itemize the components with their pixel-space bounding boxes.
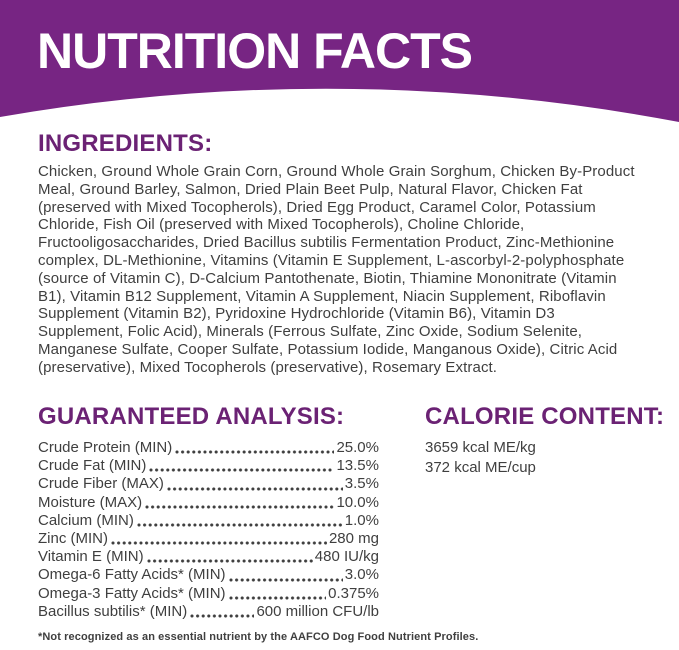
header-band: NUTRITION FACTS (0, 0, 679, 130)
header-curve (0, 0, 679, 122)
analysis-label: Crude Protein (MIN) (38, 439, 173, 456)
ingredients-heading: INGREDIENTS: (38, 130, 213, 157)
dot-leader (227, 584, 327, 603)
analysis-value: 600 million CFU/lb (256, 602, 379, 620)
table-row: Calcium (MIN) 1.0% (38, 511, 379, 531)
analysis-value: 3.0% (344, 566, 379, 584)
analysis-label: Calcium (MIN) (38, 511, 134, 529)
dot-leader (135, 512, 343, 531)
analysis-value: 13.5% (336, 457, 379, 475)
guaranteed-analysis-heading: GUARANTEED ANALYSIS: (38, 403, 345, 430)
calorie-content-values: 3659 kcal ME/kg 372 kcal ME/cup (425, 438, 536, 477)
table-row: Moisture (MAX) 10.0% (38, 494, 379, 512)
analysis-value: 3.5% (344, 475, 379, 493)
table-row: Crude Protein (MIN) 25.0% (38, 439, 379, 458)
dot-leader (144, 493, 335, 512)
guaranteed-analysis-table: Crude Protein (MIN) 25.0% Crude Fat (MIN… (38, 439, 379, 622)
dot-leader (174, 439, 335, 458)
analysis-value: 10.0% (336, 493, 379, 511)
table-row: Bacillus subtilis* (MIN) 600 million CFU… (38, 602, 379, 622)
dot-leader (165, 475, 343, 494)
analysis-label: Moisture (MAX) (38, 493, 143, 511)
analysis-value: 0.375% (328, 584, 379, 602)
analysis-value: 280 mg (328, 530, 379, 548)
dot-leader (227, 566, 343, 585)
analysis-value: 25.0% (336, 439, 379, 456)
calorie-per-kg: 3659 kcal ME/kg (425, 439, 536, 456)
analysis-label: Crude Fiber (MAX) (38, 475, 164, 493)
analysis-value: 1.0% (344, 511, 379, 529)
table-row: Zinc (MIN) 280 mg (38, 530, 379, 549)
table-row: Crude Fiber (MAX) 3.5% (38, 475, 379, 494)
dot-leader (189, 603, 255, 622)
analysis-label: Omega-6 Fatty Acids* (MIN) (38, 566, 226, 584)
dot-leader (145, 548, 313, 567)
analysis-label: Zinc (MIN) (38, 530, 108, 548)
analysis-label: Omega-3 Fatty Acids* (MIN) (38, 584, 226, 602)
analysis-value: 480 IU/kg (314, 548, 379, 566)
dot-leader (110, 530, 327, 549)
calorie-per-cup: 372 kcal ME/cup (425, 458, 536, 476)
table-row: Omega-3 Fatty Acids* (MIN) 0.375% (38, 585, 379, 603)
table-row: Omega-6 Fatty Acids* (MIN) 3.0% (38, 566, 379, 585)
analysis-label: Vitamin E (MIN) (38, 548, 144, 566)
dot-leader (148, 457, 335, 476)
analysis-label: Crude Fat (MIN) (38, 457, 147, 475)
table-row: Vitamin E (MIN) 480 IU/kg (38, 548, 379, 567)
page-title: NUTRITION FACTS (37, 23, 473, 79)
table-row: Crude Fat (MIN) 13.5% (38, 457, 379, 476)
analysis-label: Bacillus subtilis* (MIN) (38, 602, 188, 620)
aafco-footnote: *Not recognized as an essential nutrient… (38, 631, 479, 643)
ingredients-text: Chicken, Ground Whole Grain Corn, Ground… (38, 163, 635, 376)
calorie-content-heading: CALORIE CONTENT: (425, 403, 665, 430)
